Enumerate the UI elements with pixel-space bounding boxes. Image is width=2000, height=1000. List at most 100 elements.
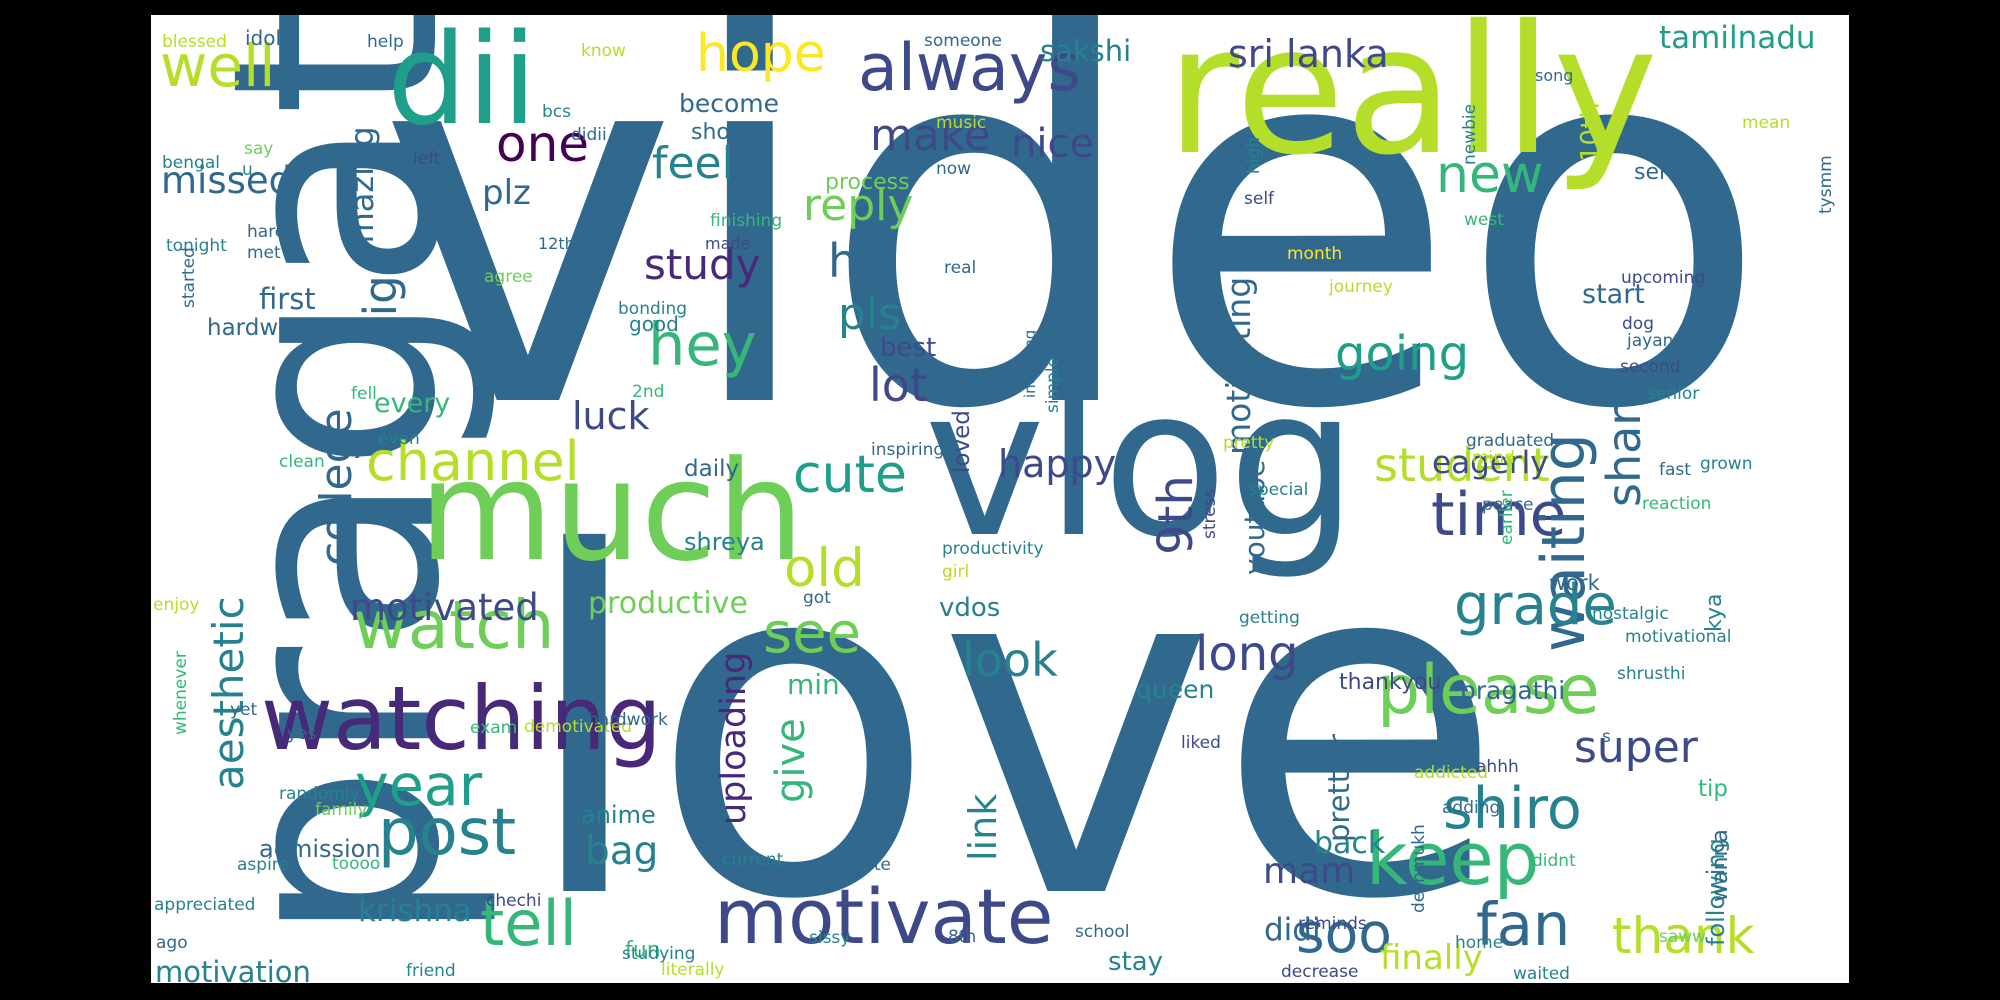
cloud-word-newbie: newbie — [1460, 104, 1480, 165]
cloud-word-really: really — [1166, 15, 1658, 194]
cloud-word-grade: grade — [1454, 573, 1617, 638]
cloud-word-reminds: reminds — [1298, 914, 1367, 934]
cloud-word-motivational: motivational — [1625, 627, 1732, 647]
cloud-word-student: student — [1374, 438, 1550, 492]
cloud-word-share: share — [1597, 379, 1651, 507]
cloud-word-didi: didi — [1264, 912, 1321, 948]
cloud-word-got: got — [803, 588, 831, 608]
cloud-word-inspiring: inspiring — [871, 440, 944, 460]
cloud-word-didnt: didnt — [1532, 851, 1576, 871]
cloud-word-including: including — [1021, 330, 1039, 398]
cloud-word-bag: bag — [585, 829, 658, 874]
cloud-word-yes: yes — [287, 724, 317, 744]
cloud-word-bonding: bonding — [618, 299, 687, 319]
cloud-word-make: make — [870, 110, 991, 161]
cloud-word-adding: adding — [1442, 798, 1500, 818]
cloud-word-going: going — [1335, 326, 1469, 382]
word-cloud-canvas: video love pragati vlog really much dii watchin… — [151, 15, 1849, 983]
cloud-word-min: min — [787, 668, 840, 701]
cloud-word-productivity: productivity — [942, 539, 1044, 559]
cloud-word-missed: missed — [161, 159, 292, 202]
cloud-word-please: please — [1377, 651, 1600, 730]
cloud-word-tysmm: tysmm — [1816, 155, 1836, 214]
cloud-word-following: following — [1702, 838, 1730, 946]
cloud-word-much: much — [419, 431, 804, 592]
cloud-word-know: know — [581, 41, 626, 61]
cloud-word-pragathi: pragathi — [1460, 676, 1565, 705]
cloud-word-motivation: motivation — [155, 955, 311, 983]
cloud-word-eagerly: eagerly — [1432, 445, 1549, 481]
cloud-word-dog: dog — [1622, 314, 1654, 334]
cloud-word-college: college — [311, 408, 362, 566]
cloud-word-real: real — [944, 258, 976, 278]
cloud-word-senior: senior — [1647, 384, 1699, 404]
cloud-word-old: old — [784, 538, 865, 599]
cloud-word-work: work — [1549, 571, 1601, 595]
cloud-word-vdos: vdos — [939, 593, 1000, 623]
cloud-word-s: s — [1602, 727, 1611, 747]
cloud-word-tamilnadu: tamilnadu — [1659, 20, 1816, 56]
cloud-word-fan: fan — [1476, 890, 1570, 959]
cloud-word-motivated: motivated — [350, 586, 539, 629]
cloud-word-productive: productive — [588, 586, 748, 621]
cloud-word-grown: grown — [1700, 454, 1753, 474]
cloud-word-soo: soo — [1296, 901, 1392, 965]
cloud-word-mam: mam — [1263, 851, 1355, 892]
cloud-word-left: left — [413, 149, 441, 169]
cloud-word-2nd: 2nd — [632, 382, 664, 402]
cloud-word-super: super — [1574, 722, 1699, 773]
cloud-word-literally: literally — [661, 960, 724, 980]
cloud-word-series: series — [1634, 160, 1699, 185]
cloud-word-post: post — [378, 796, 516, 870]
cloud-word-nice: nice — [1011, 121, 1094, 167]
cloud-word-met: met — [247, 243, 281, 263]
cloud-word-reply: reply — [803, 180, 913, 231]
cloud-word-finally: finally — [1380, 938, 1483, 978]
cloud-word-home: home — [1455, 933, 1503, 953]
cloud-word-ahhh: ahhh — [1476, 757, 1519, 777]
cloud-word-one: one — [496, 115, 589, 173]
cloud-word-graduated: graduated — [1466, 431, 1554, 451]
cloud-word-hardworking: hardworking — [207, 315, 351, 341]
cloud-word-aspire: aspire — [237, 855, 289, 875]
cloud-word-someone: someone — [924, 31, 1002, 51]
cloud-word-even: even — [378, 429, 420, 449]
cloud-word-shiro: shiro — [1443, 776, 1582, 842]
cloud-word-prettier: prettier — [1322, 734, 1356, 842]
cloud-word-every: every — [374, 388, 450, 419]
cloud-word-sri-lanka: sri lanka — [1228, 32, 1389, 76]
cloud-word-clean: clean — [279, 452, 325, 472]
cloud-word-high: high — [1244, 137, 1264, 174]
cloud-word-self: self — [1244, 189, 1275, 209]
cloud-word-idol: idol — [245, 26, 281, 50]
cloud-word-tip: tip — [1698, 776, 1728, 802]
cloud-word-9th: 9th — [1148, 475, 1204, 555]
cloud-word-watching: watching — [261, 667, 662, 770]
cloud-word-hesitate: hesitate — [822, 855, 891, 875]
cloud-word-link: link — [961, 794, 1005, 861]
cloud-word-pragati: pragati — [171, 15, 503, 945]
cloud-word-short: short — [691, 120, 748, 145]
cloud-word-shreya: shreya — [684, 528, 765, 556]
cloud-word-yet: yet — [230, 700, 258, 720]
cloud-word-randomly: randomly — [279, 784, 360, 804]
cloud-word-well: well — [160, 32, 275, 100]
cloud-word-good: good — [629, 312, 679, 336]
cloud-word-uploading: uploading — [714, 652, 754, 825]
cloud-word-family: family — [315, 800, 367, 820]
cloud-word-agree: agree — [484, 267, 533, 287]
cloud-word-fun: fun — [625, 938, 661, 963]
cloud-word-keep: keep — [1366, 817, 1539, 901]
cloud-word-best: best — [880, 333, 936, 363]
cloud-word-mind: mind — [1472, 448, 1515, 468]
cloud-word-didii: didii — [571, 125, 607, 145]
cloud-word-sissy: sissy — [809, 928, 850, 948]
cloud-word-made: made — [705, 234, 750, 253]
cloud-word-reaction: reaction — [1642, 494, 1711, 514]
cloud-word-vlog: vlog — [924, 345, 1358, 583]
cloud-word-std: std — [387, 152, 405, 175]
cloud-word-back: back — [1314, 826, 1386, 861]
cloud-word-mean: mean — [1742, 113, 1790, 133]
cloud-word-dii: dii — [387, 15, 537, 153]
cloud-word-motivate: motivate — [714, 872, 1054, 961]
